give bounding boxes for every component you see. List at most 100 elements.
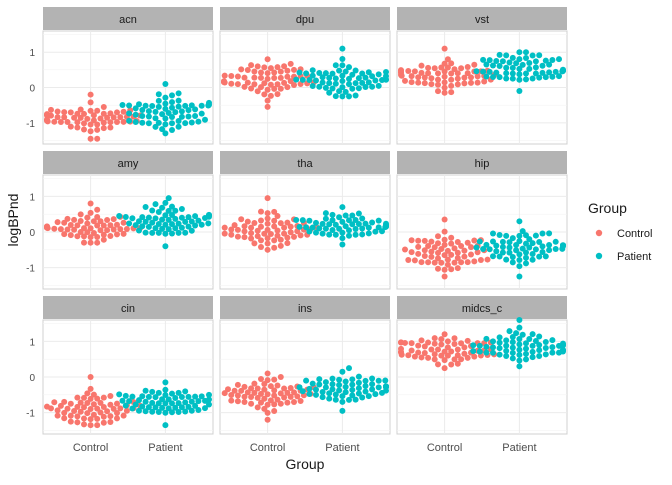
data-point-control (415, 250, 422, 257)
data-point-control (264, 246, 271, 253)
data-point-control (418, 259, 425, 266)
data-point-patient (516, 65, 523, 72)
data-point-patient (155, 400, 162, 407)
data-point-patient (126, 117, 133, 124)
data-point-control (67, 232, 74, 239)
data-point-patient (483, 343, 490, 350)
data-point-control (81, 233, 87, 240)
data-point-control (221, 390, 228, 397)
data-point-patient (165, 226, 172, 233)
data-point-control (444, 338, 451, 345)
data-point-patient (349, 221, 356, 228)
data-point-patient (549, 344, 556, 351)
data-point-control (274, 91, 281, 98)
data-point-control (418, 69, 425, 76)
data-point-patient (142, 229, 149, 236)
data-point-control (87, 239, 94, 246)
data-point-control (287, 223, 294, 230)
data-point-control (411, 353, 418, 360)
data-point-control (120, 219, 127, 226)
data-point-patient (375, 217, 382, 224)
data-point-patient (490, 349, 496, 356)
data-point-control (297, 232, 304, 239)
data-point-control (441, 348, 448, 355)
data-point-patient (329, 217, 336, 224)
data-point-patient (352, 231, 359, 238)
data-point-patient (299, 388, 306, 395)
data-point-control (277, 242, 284, 249)
data-point-patient (372, 391, 379, 398)
data-point-patient (496, 231, 503, 238)
data-point-patient (162, 130, 169, 137)
facet-label: midcs_c (462, 303, 503, 315)
data-point-patient (139, 106, 146, 113)
data-point-patient (336, 214, 343, 221)
data-point-patient (549, 349, 556, 356)
data-point-control (425, 64, 432, 71)
data-point-control (234, 392, 241, 399)
data-point-control (251, 220, 258, 227)
data-point-patient (159, 126, 166, 133)
data-point-control (448, 266, 455, 273)
data-point-patient (155, 389, 162, 396)
data-point-patient (126, 398, 133, 405)
data-point-patient (539, 243, 546, 250)
data-point-patient (152, 108, 159, 115)
data-point-control (44, 111, 50, 118)
data-point-control (294, 393, 301, 400)
data-point-patient (299, 217, 306, 224)
data-point-control (110, 216, 117, 223)
data-point-patient (383, 220, 389, 227)
data-point-control (90, 411, 97, 418)
data-point-control (107, 124, 114, 131)
data-point-patient (509, 235, 516, 242)
data-point-patient (509, 54, 516, 61)
data-point-control (114, 400, 120, 407)
data-point-patient (195, 217, 202, 224)
facet-strip (220, 7, 390, 30)
data-point-control (271, 69, 278, 76)
data-point-patient (149, 399, 156, 406)
data-point-patient (369, 219, 376, 226)
data-point-control (64, 226, 71, 233)
data-point-patient (182, 120, 189, 127)
data-point-control (110, 405, 117, 412)
data-point-control (448, 240, 455, 247)
data-point-control (251, 240, 258, 247)
data-point-control (441, 236, 448, 243)
data-point-patient (303, 377, 310, 384)
data-point-control (454, 346, 461, 353)
data-point-control (117, 114, 124, 121)
data-point-patient (473, 244, 480, 251)
data-point-patient (355, 220, 362, 227)
data-point-control (94, 206, 101, 213)
data-point-control (277, 74, 284, 81)
data-point-control (261, 381, 268, 388)
data-point-patient (152, 201, 159, 208)
data-point-patient (516, 218, 523, 225)
data-point-patient (139, 214, 146, 221)
data-point-control (271, 392, 278, 399)
data-point-patient (359, 225, 366, 232)
data-point-control (258, 390, 264, 397)
data-point-control (438, 259, 445, 266)
data-point-control (87, 107, 94, 114)
data-point-control (284, 234, 291, 241)
data-point-patient (516, 257, 523, 264)
data-point-control (271, 387, 278, 394)
data-point-control (287, 229, 294, 236)
data-point-patient (152, 225, 159, 232)
data-point-control (271, 376, 278, 383)
data-point-patient (516, 341, 523, 348)
data-point-control (258, 223, 264, 230)
data-point-patient (152, 394, 159, 401)
data-point-patient (293, 76, 300, 83)
data-point-patient (369, 386, 376, 393)
data-point-patient (159, 111, 166, 118)
data-point-patient (506, 328, 513, 335)
data-point-patient (132, 111, 139, 118)
data-point-patient (536, 253, 543, 260)
data-point-patient (169, 126, 175, 133)
data-point-control (431, 340, 438, 347)
